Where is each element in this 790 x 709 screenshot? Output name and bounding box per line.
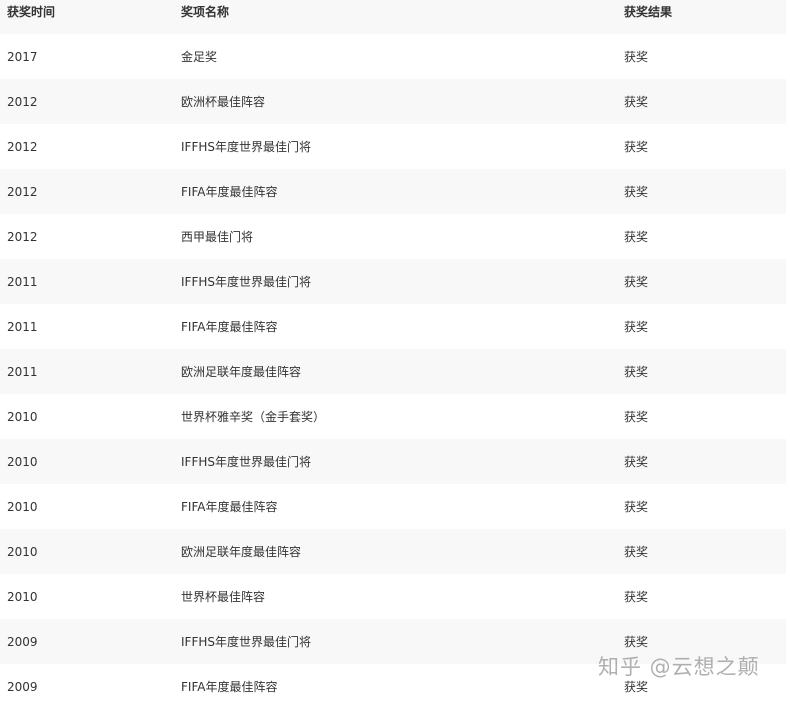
cell-year: 2010	[0, 439, 174, 484]
header-result: 获奖结果	[617, 0, 786, 34]
cell-result: 获奖	[617, 169, 786, 214]
table-row: 2011 IFFHS年度世界最佳门将 获奖	[0, 259, 786, 304]
table-row: 2017 金足奖 获奖	[0, 34, 786, 79]
header-year: 获奖时间	[0, 0, 174, 34]
table-header: 获奖时间 奖项名称 获奖结果	[0, 0, 786, 34]
cell-award: FIFA年度最佳阵容	[181, 499, 278, 514]
cell-year: 2012	[7, 139, 38, 154]
cell-year: 2011	[0, 349, 174, 394]
cell-year: 2012	[0, 169, 174, 214]
table-row: 2010 世界杯雅辛奖（金手套奖） 获奖	[0, 394, 786, 439]
cell-award: 欧洲足联年度最佳阵容	[174, 529, 617, 574]
cell-award: 世界杯最佳阵容	[181, 589, 266, 604]
table-row: 2010 世界杯最佳阵容 获奖	[0, 574, 786, 619]
cell-award: 世界杯雅辛奖（金手套奖）	[181, 409, 326, 424]
cell-award: IFFHS年度世界最佳门将	[174, 259, 617, 304]
cell-award: FIFA年度最佳阵容	[174, 169, 617, 214]
cell-result: 获奖	[624, 319, 649, 334]
cell-result: 获奖	[617, 439, 786, 484]
cell-result: 获奖	[617, 529, 786, 574]
cell-year: 2012	[7, 229, 38, 244]
table-row: 2012 IFFHS年度世界最佳门将 获奖	[0, 124, 786, 169]
table-row: 2011 欧洲足联年度最佳阵容 获奖	[0, 349, 786, 394]
header-award: 奖项名称	[174, 0, 617, 34]
cell-year: 2011	[7, 319, 38, 334]
table-row: 2011 FIFA年度最佳阵容 获奖	[0, 304, 786, 349]
table-row: 2012 西甲最佳门将 获奖	[0, 214, 786, 259]
cell-result: 获奖	[624, 589, 649, 604]
table-row: 2009 FIFA年度最佳阵容 获奖	[0, 664, 786, 709]
table-row: 2009 IFFHS年度世界最佳门将 获奖	[0, 619, 786, 664]
cell-result: 获奖	[617, 619, 786, 664]
cell-award: FIFA年度最佳阵容	[181, 679, 278, 694]
cell-result: 获奖	[617, 349, 786, 394]
cell-result: 获奖	[617, 259, 786, 304]
cell-result: 获奖	[624, 49, 649, 64]
cell-result: 获奖	[624, 409, 649, 424]
table-row: 2010 IFFHS年度世界最佳门将 获奖	[0, 439, 786, 484]
cell-award: 金足奖	[181, 49, 218, 64]
table-row: 2012 欧洲杯最佳阵容 获奖	[0, 79, 786, 124]
table-row: 2012 FIFA年度最佳阵容 获奖	[0, 169, 786, 214]
cell-award: 欧洲足联年度最佳阵容	[174, 349, 617, 394]
cell-award: FIFA年度最佳阵容	[181, 319, 278, 334]
cell-year: 2009	[7, 679, 38, 694]
cell-award: IFFHS年度世界最佳门将	[174, 619, 617, 664]
cell-result: 获奖	[624, 499, 649, 514]
cell-year: 2009	[0, 619, 174, 664]
cell-result: 获奖	[617, 79, 786, 124]
cell-award: 西甲最佳门将	[181, 229, 254, 244]
watermark: 知乎 @云想之颠	[598, 655, 760, 679]
table-row: 2010 欧洲足联年度最佳阵容 获奖	[0, 529, 786, 574]
cell-year: 2010	[7, 589, 38, 604]
cell-year: 2017	[7, 49, 38, 64]
cell-year: 2010	[7, 499, 38, 514]
cell-year: 2010	[7, 409, 38, 424]
cell-year: 2011	[0, 259, 174, 304]
cell-award: IFFHS年度世界最佳门将	[174, 439, 617, 484]
cell-award: 欧洲杯最佳阵容	[174, 79, 617, 124]
table-row: 2010 FIFA年度最佳阵容 获奖	[0, 484, 786, 529]
cell-result: 获奖	[624, 229, 649, 244]
cell-result: 获奖	[624, 679, 649, 694]
cell-year: 2012	[0, 79, 174, 124]
cell-year: 2010	[0, 529, 174, 574]
cell-result: 获奖	[624, 139, 649, 154]
cell-award: IFFHS年度世界最佳门将	[181, 139, 311, 154]
